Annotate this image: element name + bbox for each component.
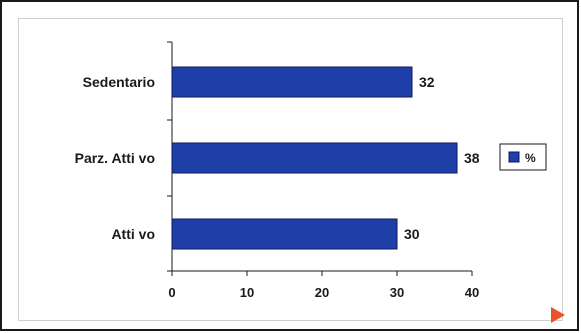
x-tick-label: 10	[240, 285, 254, 300]
bars	[171, 66, 458, 250]
labels: 0 10 20 30 40 Sedentario 32 Parz. Atti vo 38 Atti…	[75, 74, 480, 300]
category-label: Sedentario	[83, 74, 155, 90]
bar-0	[171, 66, 413, 98]
data-label: 38	[464, 150, 480, 166]
category-label: Atti vo	[111, 226, 155, 242]
bar-1	[171, 142, 458, 174]
horizontal-bar-chart: 0 10 20 30 40 Sedentario 32 Parz. Atti vo 38 Atti…	[75, 41, 565, 323]
x-tick-label: 30	[390, 285, 404, 300]
bar-2	[171, 218, 398, 250]
legend-swatch	[508, 151, 520, 163]
category-label: Parz. Atti vo	[75, 150, 155, 166]
legend-box	[499, 143, 547, 171]
legend: %	[499, 143, 547, 171]
next-arrow-icon[interactable]	[551, 307, 565, 323]
data-label: 30	[404, 226, 420, 242]
x-tick-label: 20	[315, 285, 329, 300]
legend-label: %	[525, 151, 536, 165]
x-tick-label: 40	[465, 285, 479, 300]
data-label: 32	[419, 74, 435, 90]
x-tick-label: 0	[168, 285, 175, 300]
